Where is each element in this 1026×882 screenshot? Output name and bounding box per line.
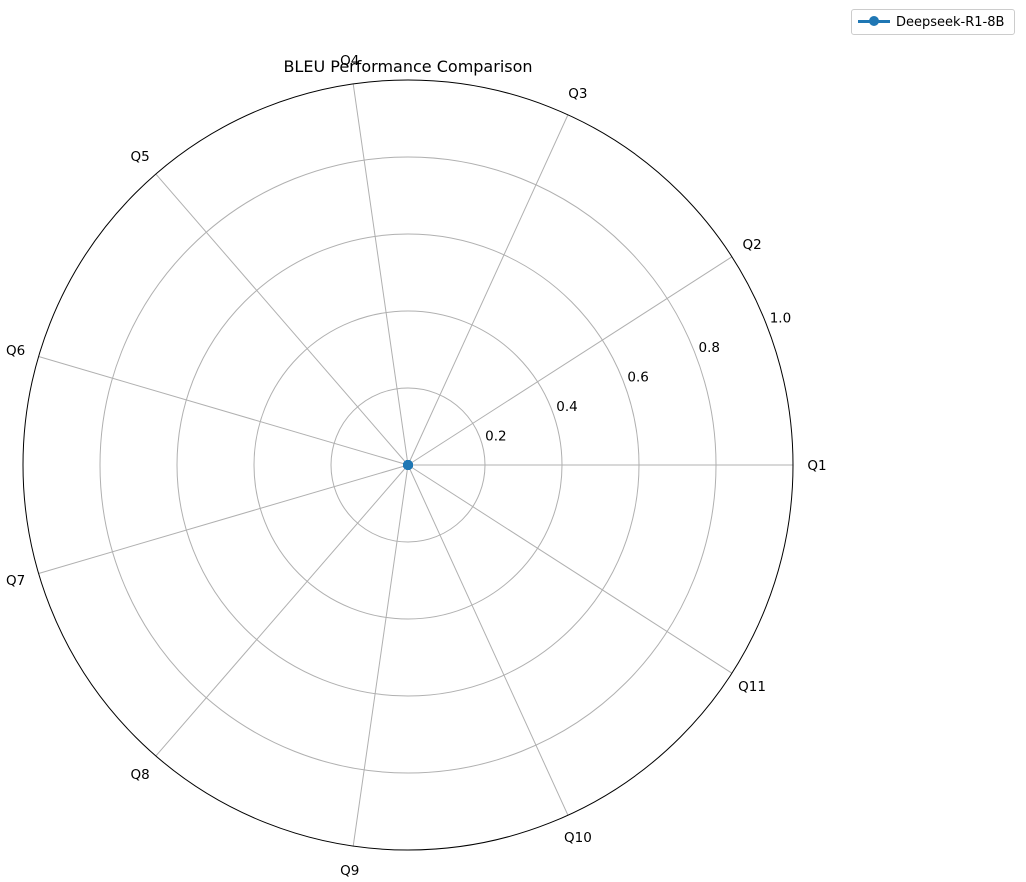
category-label-Q5: Q5 bbox=[131, 149, 150, 165]
series-layer bbox=[403, 460, 413, 470]
spoke-Q7 bbox=[38, 464, 409, 574]
radial-tick-label: 1.0 bbox=[770, 311, 791, 327]
spoke-Q4 bbox=[352, 83, 409, 466]
angular-grid bbox=[38, 83, 793, 847]
spoke-Q11 bbox=[407, 464, 733, 674]
radial-tick-label: 0.2 bbox=[485, 429, 506, 445]
spoke-Q2 bbox=[407, 256, 733, 466]
category-label-Q11: Q11 bbox=[738, 679, 766, 695]
category-labels: Q1 Q2 Q3 Q4 Q5 Q6 Q7 Q8 Q9 Q10 Q11 bbox=[6, 53, 827, 879]
category-label-Q1: Q1 bbox=[807, 458, 826, 474]
category-label-Q2: Q2 bbox=[742, 237, 761, 253]
radial-tick-labels: 0.2 0.4 0.6 0.8 1.0 bbox=[485, 311, 791, 445]
chart-title: BLEU Performance Comparison bbox=[283, 57, 532, 76]
category-label-Q6: Q6 bbox=[6, 343, 25, 359]
legend-label: Deepseek-R1-8B bbox=[896, 14, 1005, 30]
category-label-Q9: Q9 bbox=[340, 863, 359, 879]
spoke-Q3 bbox=[407, 114, 569, 466]
spoke-Q6 bbox=[38, 356, 409, 466]
legend-marker-icon bbox=[856, 9, 892, 35]
category-label-Q8: Q8 bbox=[131, 767, 150, 783]
radial-tick-label: 0.6 bbox=[627, 370, 648, 386]
legend: Deepseek-R1-8B bbox=[851, 9, 1015, 35]
radial-tick-label: 0.4 bbox=[556, 399, 577, 415]
radial-tick-label: 0.8 bbox=[699, 340, 720, 356]
spoke-Q9 bbox=[352, 464, 409, 847]
spoke-Q8 bbox=[155, 464, 409, 757]
spoke-Q10 bbox=[407, 464, 569, 816]
category-label-Q4: Q4 bbox=[340, 53, 359, 69]
category-label-Q10: Q10 bbox=[564, 830, 592, 846]
category-label-Q3: Q3 bbox=[568, 86, 587, 102]
outer-ring bbox=[22, 79, 794, 851]
category-label-Q7: Q7 bbox=[6, 573, 25, 589]
data-point-Q11 bbox=[403, 460, 413, 470]
spoke-Q5 bbox=[155, 173, 409, 466]
